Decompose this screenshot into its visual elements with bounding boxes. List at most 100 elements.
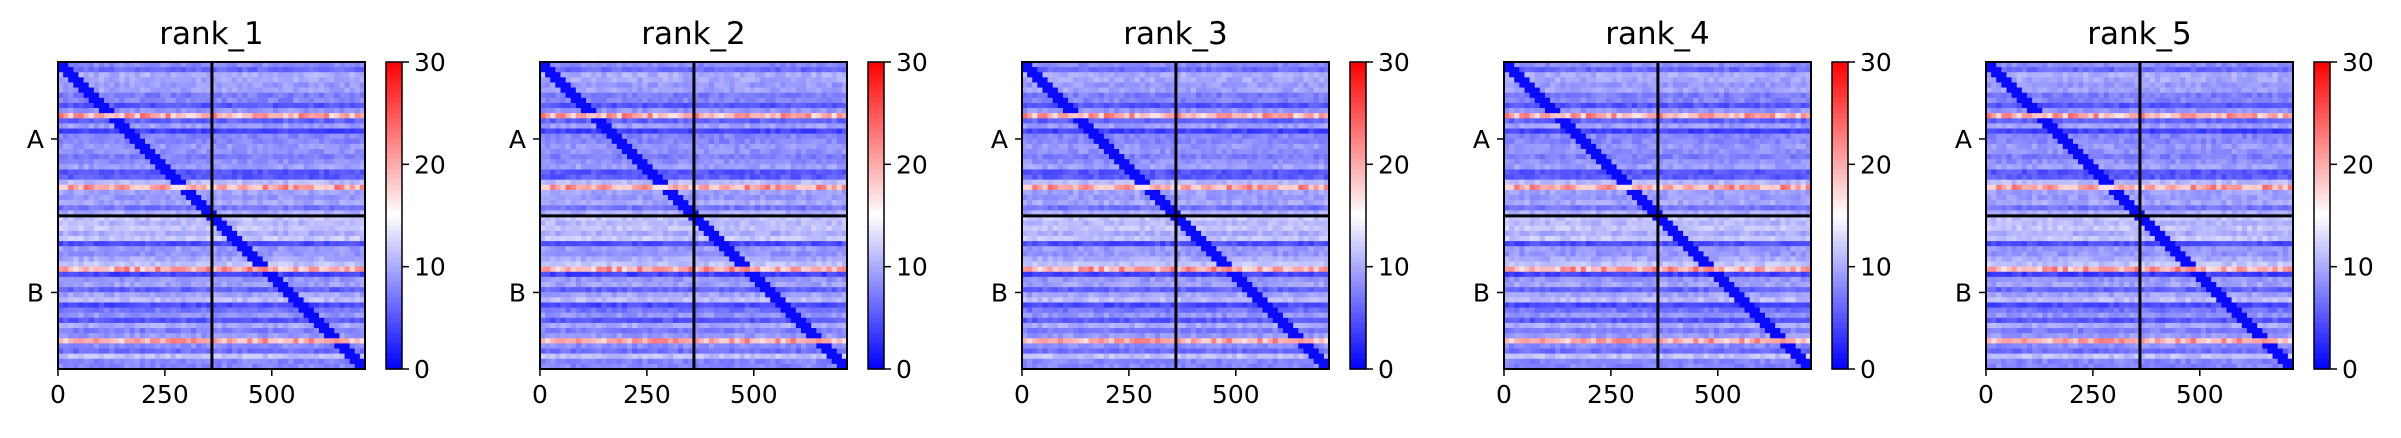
heatmap-cell xyxy=(104,343,110,350)
heatmap-cell xyxy=(313,333,320,339)
heatmap-cell xyxy=(760,118,766,124)
heatmap-cell xyxy=(647,97,654,104)
heatmap-cell xyxy=(293,97,300,104)
heatmap-cell xyxy=(308,261,315,268)
heatmap-cell xyxy=(144,118,151,124)
heatmap-cell xyxy=(591,123,597,130)
heatmap-cell xyxy=(129,128,136,135)
heatmap-cell xyxy=(165,97,172,104)
heatmap-cell xyxy=(580,123,587,130)
heatmap-cell xyxy=(308,189,315,196)
heatmap-cell xyxy=(201,210,207,217)
heatmap-cell xyxy=(749,123,756,130)
heatmap-cell xyxy=(637,102,643,109)
heatmap-cell xyxy=(196,215,202,222)
heatmap-cell xyxy=(713,82,720,89)
heatmap-cell xyxy=(308,92,315,99)
heatmap-cell xyxy=(98,287,105,293)
heatmap-cell xyxy=(109,282,115,288)
heatmap-cell xyxy=(698,82,705,89)
heatmap-cell xyxy=(139,169,146,176)
heatmap-cell xyxy=(790,82,797,89)
heatmap-cell xyxy=(359,189,366,196)
colorbar-segment xyxy=(386,77,402,84)
heatmap-cell xyxy=(298,312,305,319)
heatmap-cell xyxy=(298,353,305,360)
heatmap-cell xyxy=(831,113,838,119)
heatmap-cell xyxy=(83,82,90,89)
heatmap-cell xyxy=(795,154,802,160)
heatmap-cell xyxy=(160,169,167,176)
heatmap-cell xyxy=(826,67,833,73)
heatmap-cell xyxy=(211,348,218,355)
heatmap-cell xyxy=(134,72,141,78)
heatmap-cell xyxy=(298,102,305,109)
heatmap-cell xyxy=(283,67,289,73)
heatmap-cell xyxy=(196,271,202,278)
heatmap-cell xyxy=(144,205,151,211)
heatmap-cell xyxy=(334,276,341,283)
heatmap-cell xyxy=(601,87,608,94)
heatmap-cell xyxy=(713,62,720,68)
heatmap-cell xyxy=(283,62,289,68)
heatmap-cell xyxy=(708,123,715,130)
heatmap-cell xyxy=(298,210,305,217)
heatmap-cell xyxy=(703,133,710,140)
heatmap-cell xyxy=(601,159,608,165)
heatmap-cell xyxy=(68,317,74,324)
heatmap-cell xyxy=(303,148,310,155)
heatmap-cell xyxy=(606,169,613,176)
heatmap-cell xyxy=(68,108,74,114)
heatmap-cell xyxy=(313,92,320,99)
heatmap-cell xyxy=(308,159,315,165)
heatmap-cell xyxy=(596,102,602,109)
heatmap-cell xyxy=(359,297,366,304)
heatmap-cell xyxy=(124,251,131,258)
heatmap-cell xyxy=(344,195,351,201)
heatmap-cell xyxy=(293,241,300,247)
heatmap-cell xyxy=(155,133,161,140)
heatmap-cell xyxy=(150,174,156,181)
heatmap-cell xyxy=(267,67,274,73)
heatmap-cell xyxy=(206,82,213,89)
heatmap-cell xyxy=(58,108,64,114)
heatmap-cell xyxy=(545,62,551,68)
heatmap-cell xyxy=(78,67,85,73)
heatmap-cell xyxy=(252,241,259,247)
heatmap-cell xyxy=(160,200,167,206)
heatmap-cell xyxy=(570,87,577,94)
heatmap-cell xyxy=(565,138,572,145)
heatmap-cell xyxy=(354,118,361,124)
heatmap-cell xyxy=(98,108,105,114)
heatmap-cell xyxy=(150,113,156,119)
heatmap-cell xyxy=(278,184,284,191)
heatmap-cell xyxy=(119,174,126,181)
heatmap-cell xyxy=(303,67,310,73)
heatmap-cell xyxy=(540,164,546,171)
heatmap-cell xyxy=(185,148,192,155)
heatmap-cell xyxy=(129,133,136,140)
heatmap-cell xyxy=(688,164,695,171)
heatmap-cell xyxy=(713,102,720,109)
heatmap-cell xyxy=(155,297,161,304)
heatmap-cell xyxy=(93,205,100,211)
heatmap-cell xyxy=(334,328,341,334)
heatmap-cell xyxy=(626,62,633,68)
heatmap-cell xyxy=(98,276,105,283)
heatmap-cell xyxy=(144,154,151,160)
heatmap-cell xyxy=(278,205,284,211)
heatmap-cell xyxy=(165,276,172,283)
heatmap-cell xyxy=(201,118,207,124)
heatmap-cell xyxy=(308,256,315,263)
heatmap-cell xyxy=(693,164,700,171)
heatmap-cell xyxy=(339,276,346,283)
heatmap-cell xyxy=(170,317,177,324)
heatmap-cell xyxy=(150,92,156,99)
heatmap-cell xyxy=(586,92,592,99)
heatmap-cell xyxy=(272,297,279,304)
heatmap-cell xyxy=(293,343,300,350)
heatmap-cell xyxy=(237,87,243,94)
heatmap-cell xyxy=(237,143,243,150)
heatmap-cell xyxy=(359,82,366,89)
heatmap-cell xyxy=(196,220,202,227)
